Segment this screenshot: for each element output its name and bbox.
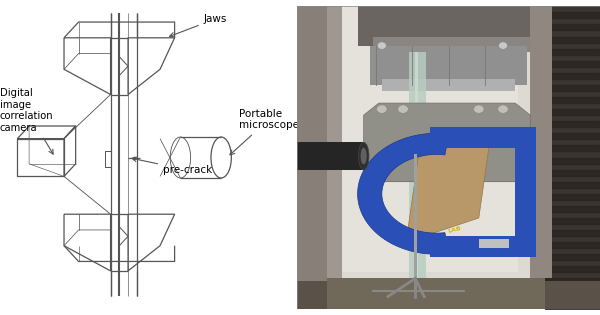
Text: Jaws: Jaws	[170, 14, 227, 37]
Ellipse shape	[377, 105, 387, 113]
Bar	[430, 236, 527, 257]
Bar	[545, 6, 600, 309]
Ellipse shape	[377, 42, 386, 49]
Ellipse shape	[498, 105, 508, 113]
Bar	[430, 127, 527, 148]
Bar	[297, 282, 600, 309]
Bar	[343, 6, 518, 272]
Bar	[413, 154, 416, 290]
Text: Portable
microscope: Portable microscope	[230, 109, 299, 155]
Bar	[364, 115, 530, 182]
Ellipse shape	[473, 105, 484, 113]
Ellipse shape	[358, 142, 369, 169]
Ellipse shape	[398, 105, 409, 113]
Bar	[328, 6, 343, 309]
Bar	[373, 37, 530, 52]
Bar	[382, 79, 515, 91]
Bar	[328, 278, 545, 309]
Bar	[370, 46, 527, 85]
Bar	[297, 142, 364, 169]
Bar	[530, 6, 551, 278]
Text: LAB: LAB	[447, 226, 462, 234]
Text: Digital
image
correlation
camera: Digital image correlation camera	[0, 88, 53, 154]
Polygon shape	[406, 133, 491, 242]
Bar	[415, 52, 418, 278]
Bar	[409, 52, 426, 278]
Ellipse shape	[499, 42, 508, 49]
Ellipse shape	[361, 148, 367, 164]
Polygon shape	[364, 103, 530, 182]
Bar	[479, 239, 509, 248]
Text: pre-crack: pre-crack	[132, 157, 212, 175]
Polygon shape	[358, 133, 449, 254]
Bar	[297, 6, 340, 309]
Bar	[515, 127, 536, 257]
Bar	[334, 6, 530, 278]
Bar	[358, 6, 545, 46]
